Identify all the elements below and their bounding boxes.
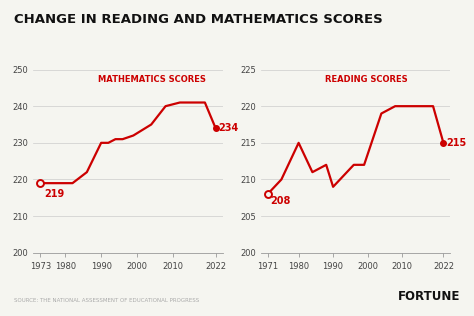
Text: 208: 208 xyxy=(270,196,291,206)
Text: FORTUNE: FORTUNE xyxy=(397,290,460,303)
Text: CHANGE IN READING AND MATHEMATICS SCORES: CHANGE IN READING AND MATHEMATICS SCORES xyxy=(14,13,383,26)
Text: READING SCORES: READING SCORES xyxy=(325,75,408,84)
Text: 219: 219 xyxy=(44,189,64,199)
Text: MATHEMATICS SCORES: MATHEMATICS SCORES xyxy=(98,75,206,84)
Text: 215: 215 xyxy=(446,138,466,148)
Text: 234: 234 xyxy=(219,123,239,133)
Text: SOURCE: THE NATIONAL ASSESSMENT OF EDUCATIONAL PROGRESS: SOURCE: THE NATIONAL ASSESSMENT OF EDUCA… xyxy=(14,298,200,303)
